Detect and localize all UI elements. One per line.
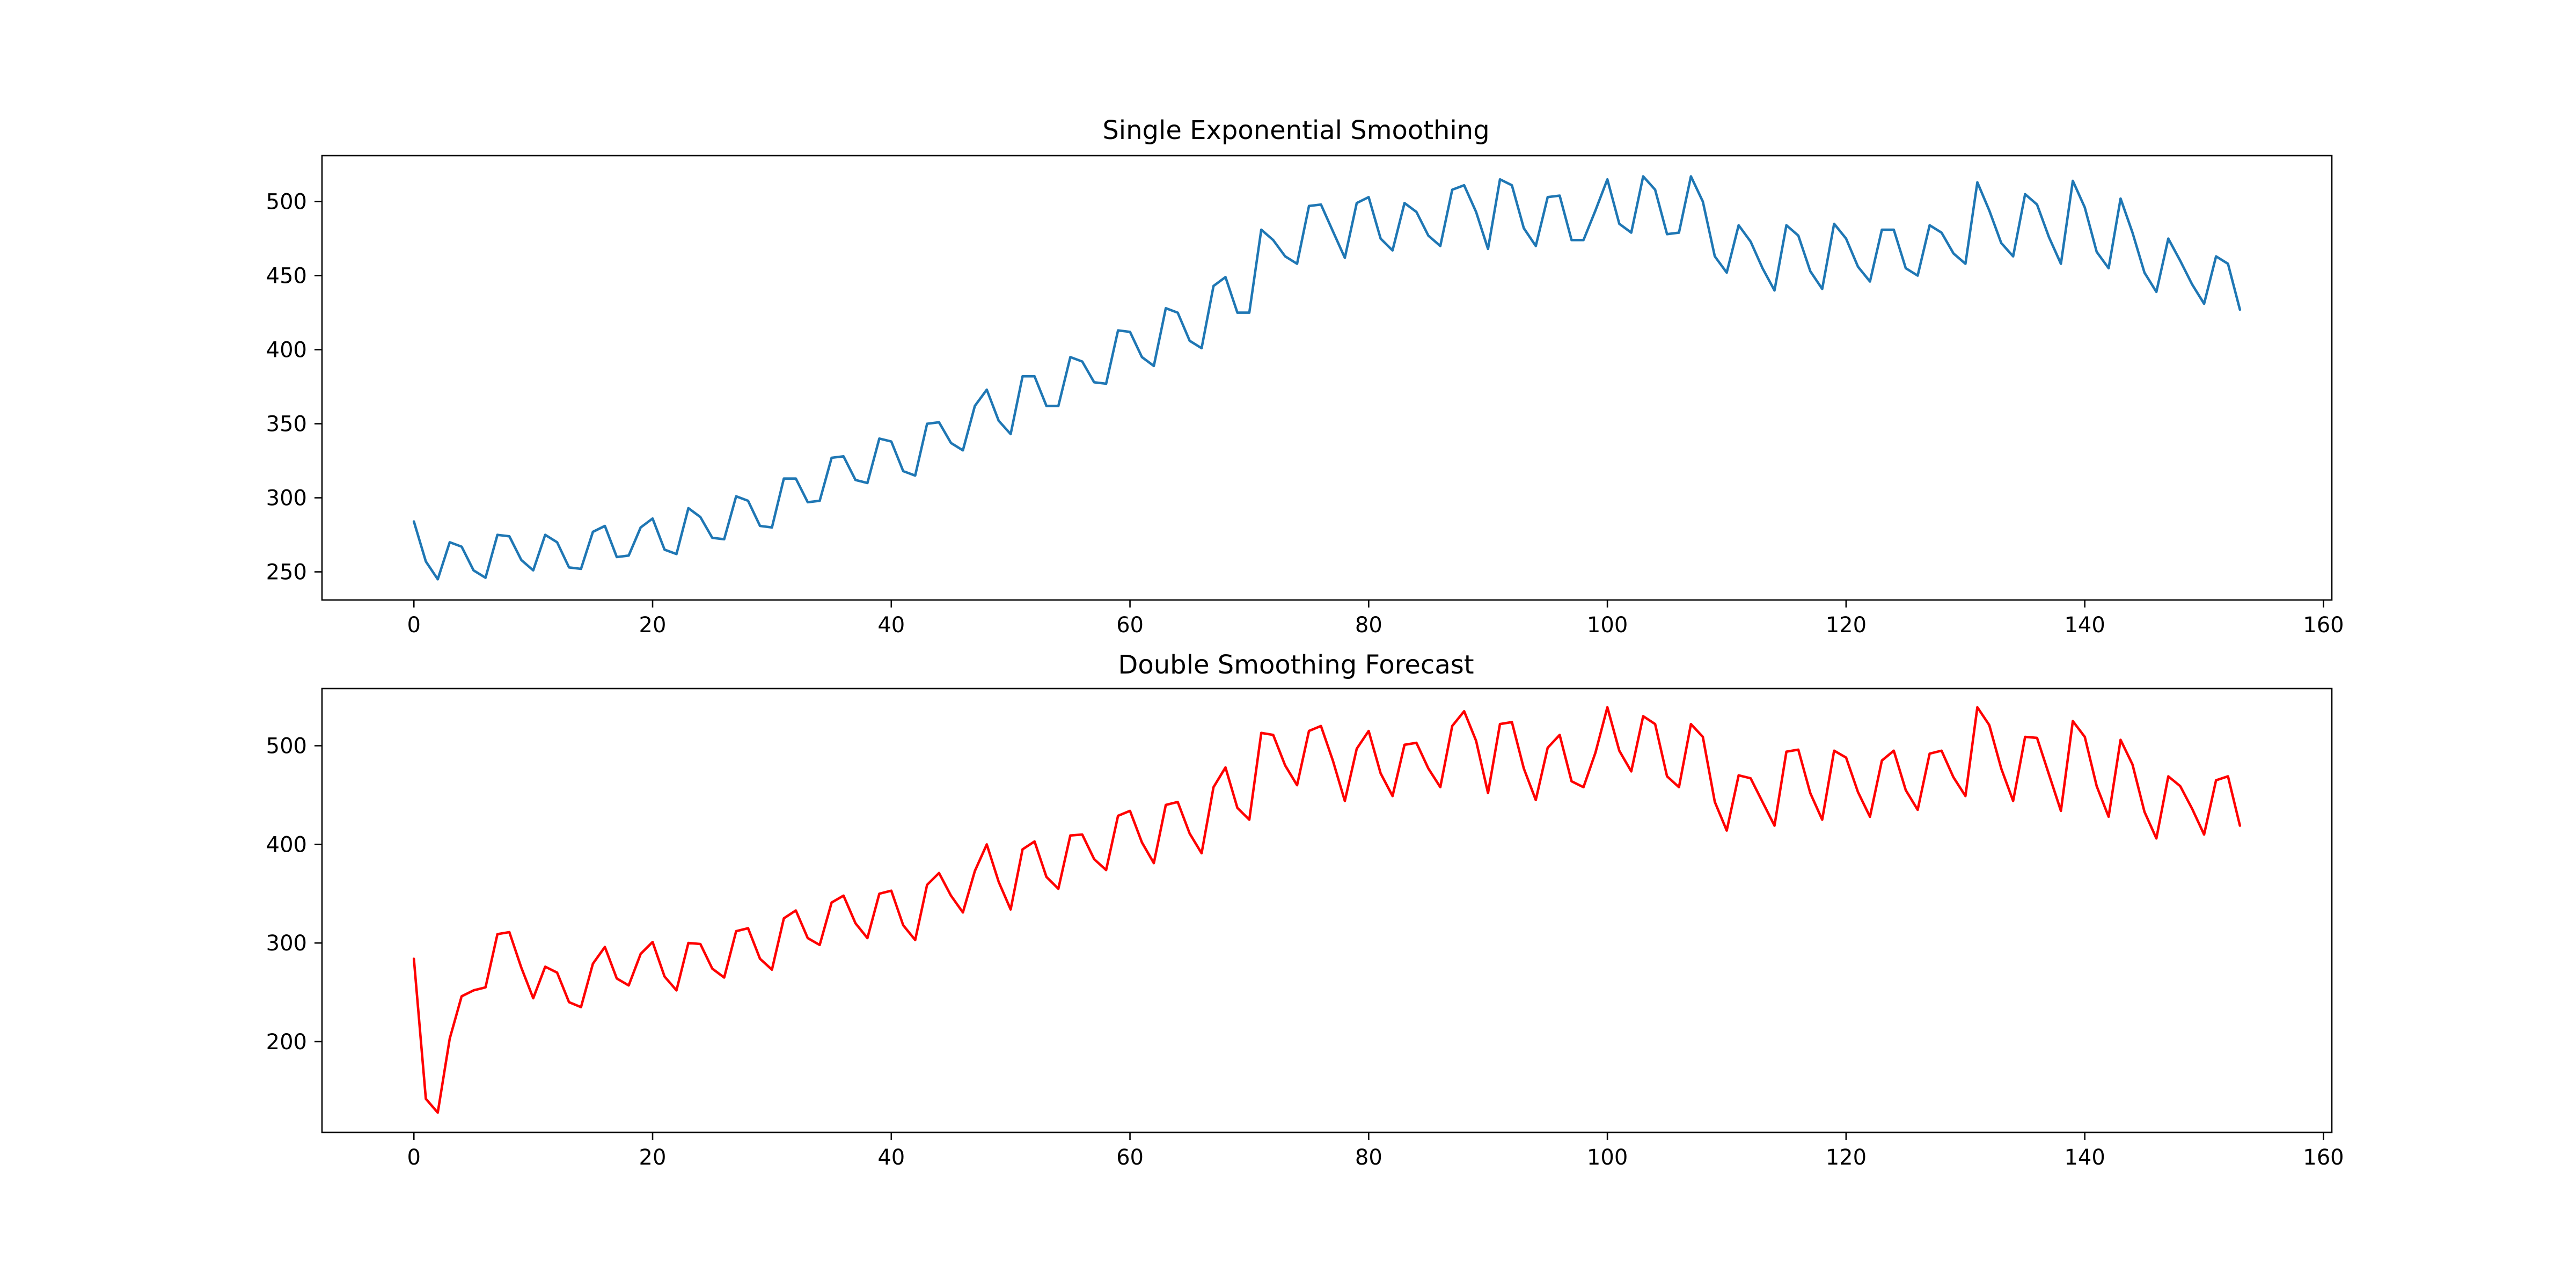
top-y-tick-label: 450 (266, 264, 307, 289)
bottom-x-tick-label: 120 (1826, 1145, 1867, 1170)
top-y-tick-label: 300 (266, 486, 307, 511)
bottom-plot-frame (321, 687, 2333, 1133)
bottom-y-tick-label: 400 (266, 832, 307, 857)
top-x-tick-label: 40 (877, 613, 905, 638)
bottom-x-tick-label: 40 (877, 1145, 905, 1170)
bottom-chart-panel: Double Smoothing Forecast 0 20 40 60 80 100 12… (266, 650, 2344, 1170)
top-series-line-0 (412, 175, 2242, 581)
top-y-tick-label: 400 (266, 338, 307, 363)
top-x-tick-label: 80 (1355, 613, 1382, 638)
bottom-chart-title: Double Smoothing Forecast (1118, 650, 1474, 680)
top-chart-panel: Single Exponential Smoothing 0 20 40 60 80 10… (266, 115, 2344, 638)
bottom-x-tick-label: 140 (2064, 1145, 2105, 1170)
top-y-tick-label: 250 (266, 560, 307, 585)
bottom-x-tick-label: 20 (639, 1145, 667, 1170)
bottom-y-tick-label: 300 (266, 931, 307, 956)
bottom-y-tick-label: 200 (266, 1030, 307, 1055)
top-x-tick-label: 120 (1826, 613, 1867, 638)
top-x-tick-label: 60 (1116, 613, 1144, 638)
bottom-x-tick-label: 80 (1355, 1145, 1382, 1170)
top-x-tick-label: 140 (2064, 613, 2105, 638)
bottom-x-tick-label: 100 (1587, 1145, 1628, 1170)
top-y-tick-label: 350 (266, 412, 307, 437)
top-chart-title: Single Exponential Smoothing (1102, 115, 1489, 145)
top-x-tick-label: 0 (407, 613, 421, 638)
top-x-tick-label: 20 (639, 613, 667, 638)
top-plot-frame (321, 155, 2333, 601)
bottom-x-tick-label: 160 (2303, 1145, 2344, 1170)
bottom-series-line-0 (412, 706, 2242, 1114)
bottom-y-tick-label: 500 (266, 734, 307, 759)
bottom-x-tick-label: 0 (407, 1145, 421, 1170)
top-y-tick-label: 500 (266, 190, 307, 215)
top-x-tick-label: 160 (2303, 613, 2344, 638)
bottom-x-tick-label: 60 (1116, 1145, 1144, 1170)
top-x-tick-label: 100 (1587, 613, 1628, 638)
